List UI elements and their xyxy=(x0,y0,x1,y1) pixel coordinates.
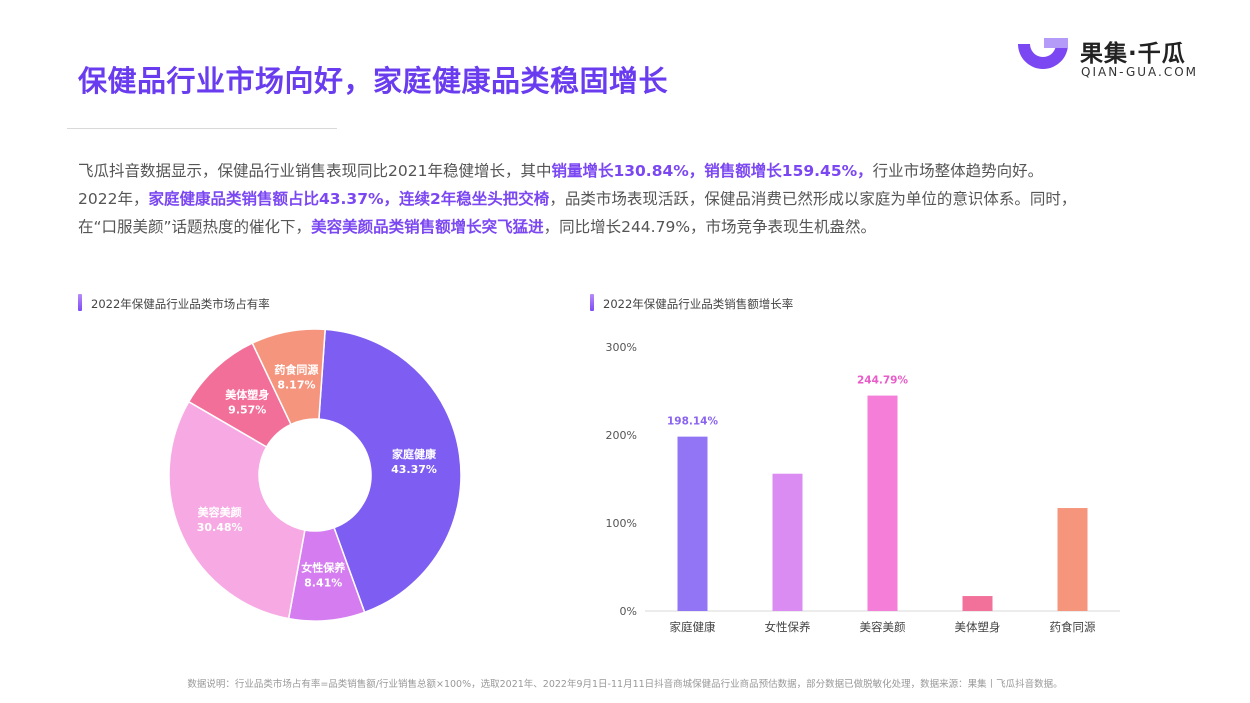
y-tick-label: 300% xyxy=(606,341,637,354)
slice-value-label: 30.48% xyxy=(197,521,243,534)
intro-paragraph: 2022年，家庭健康品类销售额占比43.37%，连续2年稳坐头把交椅，品类市场表… xyxy=(78,185,1188,213)
slice-value-label: 43.37% xyxy=(391,463,437,476)
x-tick-label: 药食同源 xyxy=(1050,620,1096,634)
x-tick-label: 美容美颜 xyxy=(860,620,906,634)
y-tick-label: 0% xyxy=(620,605,637,618)
bar xyxy=(1057,508,1088,611)
bar xyxy=(867,395,898,611)
pie-slice xyxy=(318,328,462,614)
highlight-text: 家庭健康品类销售额占比43.37%，连续2年稳坐头把交椅 xyxy=(148,190,550,208)
bar-chart-title: 2022年保健品行业品类销售额增长率 xyxy=(603,297,794,311)
body-text: 在“口服美颜”话题热度的催化下， xyxy=(78,218,312,236)
section-marker xyxy=(590,294,594,311)
slice-category-label: 药食同源 xyxy=(274,363,318,377)
x-tick-label: 家庭健康 xyxy=(670,620,716,634)
intro-paragraph: 飞瓜抖音数据显示，保健品行业销售表现同比2021年稳健增长，其中销量增长130.… xyxy=(78,157,1188,185)
slice-value-label: 8.41% xyxy=(304,577,342,590)
bar xyxy=(772,473,803,611)
bar-data-label: 198.14% xyxy=(667,416,719,428)
section-marker xyxy=(78,294,82,311)
y-tick-label: 100% xyxy=(606,517,637,530)
logo-mark-icon xyxy=(1018,38,1068,69)
pie-chart-title: 2022年保健品行业品类市场占有率 xyxy=(91,297,270,311)
page-title: 保健品行业市场向好，家庭健康品类稳固增长 xyxy=(78,64,669,98)
slice-category-label: 女性保养 xyxy=(301,561,346,575)
body-text: 行业市场整体趋势向好。 xyxy=(872,162,1044,180)
slice-category-label: 美容美颜 xyxy=(198,505,242,519)
body-text: 2022年， xyxy=(78,190,149,208)
x-tick-label: 美体塑身 xyxy=(955,620,1001,634)
logo-name: 果集·千瓜 xyxy=(1080,41,1186,67)
data-note: 数据说明：行业品类市场占有率=品类销售额/行业销售总额×100%，选取2021年… xyxy=(187,679,1063,690)
market-share-donut-chart: 家庭健康 43.37% 女性保养 8.41% 美容美颜 30.48% 美体塑身 9.57% 药食… xyxy=(168,328,462,622)
slice-category-label: 家庭健康 xyxy=(392,447,437,461)
bar xyxy=(677,436,708,611)
bar-data-label: 244.79% xyxy=(857,375,909,387)
pie-slice xyxy=(168,400,306,620)
intro-paragraph: 在“口服美颜”话题热度的催化下，美容美颜品类销售额增长突飞猛进，同比增长244.… xyxy=(78,213,1188,241)
body-text: ，品类市场表现活跃，保健品消费已然形成以家庭为单位的意识体系。同时， xyxy=(549,190,1077,208)
slice-category-label: 美体塑身 xyxy=(225,387,269,401)
intro-text: 飞瓜抖音数据显示，保健品行业销售表现同比2021年稳健增长，其中销量增长130.… xyxy=(78,157,1188,241)
y-tick-label: 200% xyxy=(606,429,637,442)
x-tick-label: 女性保养 xyxy=(765,620,811,634)
highlight-text: 美容美颜品类销售额增长突飞猛进 xyxy=(311,218,544,236)
logo-url: QIAN-GUA.COM xyxy=(1081,65,1199,79)
slice-value-label: 9.57% xyxy=(228,403,266,416)
bar xyxy=(962,596,993,611)
pie-slice xyxy=(251,328,326,426)
slice-value-label: 8.17% xyxy=(277,379,315,392)
title-divider xyxy=(67,128,337,129)
body-text: 飞瓜抖音数据显示，保健品行业销售表现同比2021年稳健增长，其中 xyxy=(78,162,552,180)
highlight-text: 销量增长130.84%，销售额增长159.45%， xyxy=(551,162,873,180)
growth-bar-chart: 0% 100% 200% 300% 家庭健康 198.14% 女性保养 美容美颜 244.79%… xyxy=(606,341,1120,634)
brand-logo: 果集·千瓜 QIAN-GUA.COM xyxy=(1014,34,1214,84)
body-text: ，同比增长244.79%，市场竞争表现生机盎然。 xyxy=(543,218,877,236)
